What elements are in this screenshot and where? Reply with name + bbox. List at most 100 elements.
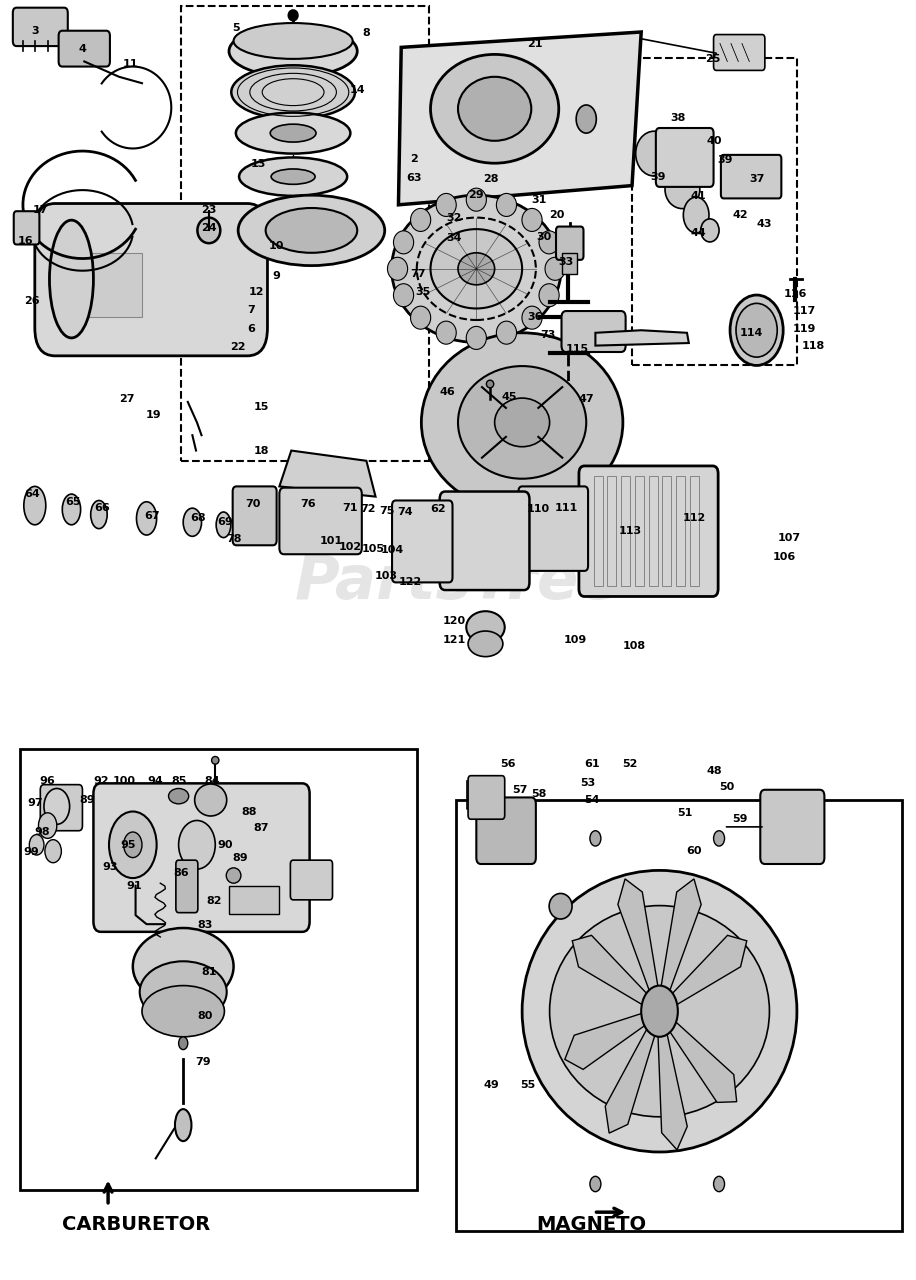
FancyBboxPatch shape [476, 797, 536, 864]
Text: 45: 45 [502, 392, 517, 402]
Text: 47: 47 [578, 394, 594, 404]
Text: 78: 78 [227, 534, 242, 544]
Bar [621, 476, 630, 586]
Text: 72: 72 [361, 504, 376, 515]
Bar [229, 886, 279, 914]
Text: 73: 73 [540, 330, 555, 340]
Ellipse shape [391, 196, 561, 343]
Text: 32: 32 [447, 212, 462, 223]
Bar [594, 476, 603, 586]
FancyBboxPatch shape [13, 8, 68, 46]
Polygon shape [658, 1028, 687, 1149]
Text: 112: 112 [682, 513, 706, 524]
Text: 64: 64 [24, 489, 40, 499]
FancyBboxPatch shape [35, 204, 267, 356]
Ellipse shape [486, 380, 494, 388]
Polygon shape [595, 330, 689, 346]
Ellipse shape [387, 257, 408, 280]
Text: 35: 35 [416, 287, 431, 297]
Ellipse shape [436, 193, 456, 216]
Text: 29: 29 [468, 189, 485, 200]
Polygon shape [398, 32, 641, 205]
Bar [662, 476, 671, 586]
Text: 75: 75 [379, 506, 394, 516]
Text: 21: 21 [528, 38, 542, 49]
Ellipse shape [394, 284, 414, 307]
Text: 94: 94 [147, 776, 164, 786]
Text: 104: 104 [380, 545, 404, 556]
Text: 55: 55 [520, 1080, 535, 1091]
Text: 58: 58 [531, 788, 546, 799]
Text: 90: 90 [218, 840, 233, 850]
Ellipse shape [179, 820, 215, 869]
Text: 100: 100 [113, 776, 136, 786]
Ellipse shape [169, 788, 189, 804]
Ellipse shape [271, 169, 315, 184]
FancyBboxPatch shape [556, 227, 583, 260]
Ellipse shape [45, 840, 61, 863]
FancyBboxPatch shape [760, 790, 824, 864]
Ellipse shape [466, 188, 486, 211]
Text: 39: 39 [650, 172, 665, 182]
FancyBboxPatch shape [721, 155, 781, 198]
Text: 88: 88 [242, 806, 256, 817]
Ellipse shape [289, 10, 298, 20]
Ellipse shape [683, 197, 709, 233]
Text: 18: 18 [254, 445, 268, 456]
Ellipse shape [410, 209, 431, 232]
Ellipse shape [458, 253, 495, 285]
Text: 4: 4 [79, 44, 86, 54]
Text: 102: 102 [338, 541, 362, 552]
Text: 109: 109 [563, 635, 587, 645]
Ellipse shape [238, 196, 385, 266]
Text: 118: 118 [802, 340, 825, 351]
Ellipse shape [701, 219, 719, 242]
Bar [20, 749, 417, 1190]
Text: 43: 43 [757, 219, 771, 229]
Text: 80: 80 [198, 1011, 213, 1021]
Ellipse shape [636, 132, 672, 177]
Text: 97: 97 [27, 797, 43, 808]
Text: 3: 3 [31, 26, 38, 36]
Ellipse shape [175, 1108, 191, 1142]
Bar [456, 800, 902, 1231]
Bar [562, 253, 577, 274]
Text: MAGNETO: MAGNETO [536, 1216, 646, 1234]
Ellipse shape [714, 1176, 725, 1192]
Ellipse shape [91, 500, 107, 529]
Ellipse shape [539, 230, 559, 253]
Text: 113: 113 [618, 526, 642, 536]
FancyBboxPatch shape [392, 500, 453, 582]
Ellipse shape [466, 612, 505, 644]
Ellipse shape [736, 303, 777, 357]
Text: 81: 81 [202, 966, 216, 977]
FancyBboxPatch shape [40, 785, 82, 831]
Polygon shape [660, 879, 701, 996]
Ellipse shape [24, 486, 46, 525]
Ellipse shape [590, 831, 601, 846]
Text: 61: 61 [583, 759, 600, 769]
Text: 25: 25 [705, 54, 720, 64]
Text: 13: 13 [251, 159, 266, 169]
Ellipse shape [522, 209, 542, 232]
Text: 99: 99 [23, 847, 39, 858]
FancyBboxPatch shape [14, 211, 39, 244]
FancyBboxPatch shape [562, 311, 626, 352]
Ellipse shape [539, 284, 559, 307]
Text: 107: 107 [778, 532, 802, 543]
Polygon shape [605, 1024, 657, 1133]
Text: 2: 2 [410, 154, 418, 164]
FancyBboxPatch shape [59, 31, 110, 67]
Text: 121: 121 [442, 635, 466, 645]
Ellipse shape [431, 54, 559, 164]
Bar [69, 253, 142, 317]
Ellipse shape [136, 502, 157, 535]
Ellipse shape [466, 326, 486, 349]
Bar [635, 476, 644, 586]
Text: 66: 66 [94, 503, 111, 513]
Text: 105: 105 [361, 544, 385, 554]
Text: PartsTree: PartsTree [295, 553, 621, 612]
Ellipse shape [179, 1037, 188, 1050]
Ellipse shape [522, 870, 797, 1152]
Text: 56: 56 [501, 759, 516, 769]
